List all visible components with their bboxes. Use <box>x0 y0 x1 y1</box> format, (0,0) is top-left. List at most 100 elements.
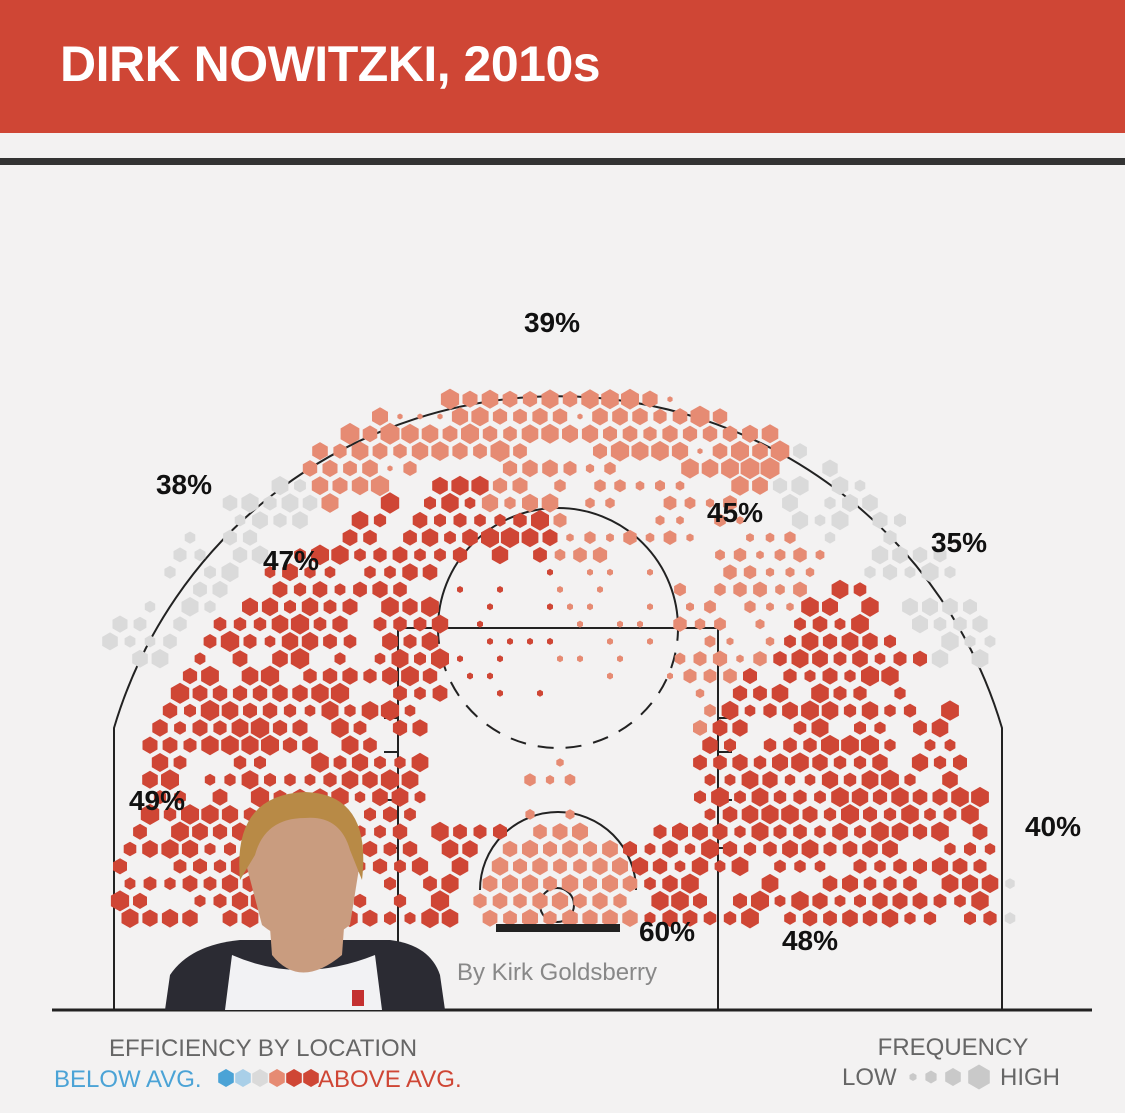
shot-hex <box>662 874 678 893</box>
shot-hex <box>233 755 247 770</box>
shot-hex <box>793 581 807 598</box>
shot-hex <box>861 596 879 617</box>
shot-hex <box>663 495 677 511</box>
shot-hex <box>543 910 557 926</box>
shot-hex <box>801 631 819 652</box>
shot-hex <box>881 666 899 686</box>
shot-hex <box>342 667 358 685</box>
shot-hex <box>292 511 308 530</box>
shot-hex <box>726 637 734 646</box>
shot-hex <box>751 890 769 912</box>
shot-hex <box>585 463 595 474</box>
shot-hex <box>341 770 359 790</box>
shot-hex <box>194 894 206 908</box>
shot-hex <box>853 685 867 701</box>
shot-hex <box>1005 878 1015 889</box>
shot-hex <box>801 700 819 721</box>
shot-hex <box>822 459 838 478</box>
shot-hex <box>302 494 318 512</box>
shot-hex <box>891 822 909 842</box>
shot-hex <box>404 807 416 822</box>
shot-hex <box>204 600 216 614</box>
shot-hex <box>941 873 959 894</box>
shot-hex <box>372 442 388 460</box>
shot-hex <box>671 441 689 461</box>
shot-hex <box>811 718 829 738</box>
shot-hex <box>812 615 828 633</box>
shot-hex <box>504 496 516 510</box>
shot-hex <box>786 602 794 612</box>
shot-hex <box>462 528 478 547</box>
shot-hex <box>622 909 638 927</box>
shot-hex <box>424 496 436 510</box>
shot-hex <box>714 513 726 527</box>
shot-hex <box>765 636 775 647</box>
shot-hex <box>674 652 686 665</box>
shot-hex <box>662 840 678 858</box>
shot-hex <box>684 496 696 510</box>
shot-hex <box>334 652 346 666</box>
shot-hex <box>863 876 877 891</box>
shot-hex <box>821 734 839 756</box>
shot-hex <box>124 635 136 648</box>
shot-hex <box>363 529 377 546</box>
shot-hex <box>704 703 716 718</box>
shot-hex <box>264 566 276 579</box>
shot-hex <box>702 736 718 755</box>
shot-hex <box>682 425 698 442</box>
shot-hex <box>1004 912 1016 925</box>
shot-hex <box>532 857 548 876</box>
shot-hex <box>732 685 748 702</box>
shot-hex <box>321 493 339 513</box>
shot-hex <box>594 479 606 493</box>
shot-hex <box>440 388 460 410</box>
shot-hex <box>403 633 417 649</box>
shot-hex <box>833 685 847 701</box>
shot-hex <box>663 530 677 545</box>
shot-hex <box>761 424 779 444</box>
shot-hex <box>547 637 553 645</box>
shot-hex <box>673 616 687 632</box>
shot-hex <box>203 876 217 891</box>
shot-hex <box>362 909 378 927</box>
shot-hex <box>862 632 878 651</box>
shot-hex <box>372 788 388 807</box>
shot-hex <box>380 492 400 514</box>
shot-hex <box>952 857 968 875</box>
shot-hex <box>554 548 566 561</box>
shot-hex <box>250 786 270 808</box>
shot-hex <box>441 492 459 514</box>
shot-hex <box>462 840 478 858</box>
shot-hex <box>481 389 499 409</box>
shot-hex <box>212 580 228 599</box>
shot-hex <box>421 596 439 618</box>
shot-hex <box>503 425 517 442</box>
shot-hex <box>953 754 967 771</box>
shot-hex <box>771 683 789 703</box>
shot-hex <box>834 617 846 631</box>
shot-hex <box>712 408 728 425</box>
shot-hex <box>383 806 397 823</box>
shot-hex <box>631 856 649 876</box>
shot-hex <box>884 738 896 752</box>
shot-hex <box>457 655 463 663</box>
shot-hex <box>272 684 288 703</box>
shot-hex <box>522 493 538 513</box>
shot-hex <box>552 823 568 841</box>
shot-hex <box>161 769 179 791</box>
shot-hex <box>601 389 619 410</box>
shot-hex <box>343 634 357 649</box>
shot-hex <box>533 547 547 563</box>
shot-hex <box>322 667 338 685</box>
shot-hex <box>644 876 656 891</box>
shot-hex <box>142 736 158 754</box>
shot-hex <box>872 892 888 910</box>
title-banner: DIRK NOWITZKI, 2010s <box>0 0 1125 133</box>
shot-hex <box>581 424 599 444</box>
shot-hex <box>497 655 503 663</box>
shot-hex <box>805 567 815 578</box>
shot-hex <box>593 443 607 460</box>
shot-hex <box>451 407 469 426</box>
shot-hex <box>434 513 446 528</box>
shot-hex <box>442 425 458 443</box>
